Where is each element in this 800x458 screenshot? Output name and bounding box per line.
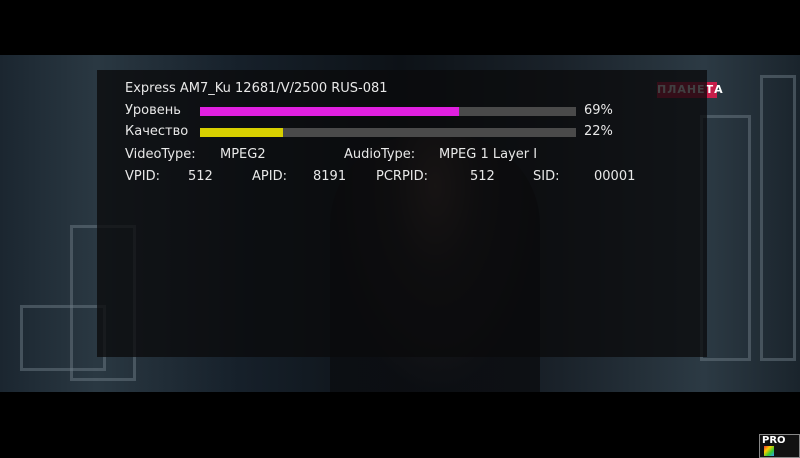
pcrpid-label: PCRPID: [376, 169, 429, 184]
level-value: 69% [584, 103, 613, 118]
level-bar [200, 107, 576, 116]
video-type-label: VideoType: [125, 147, 196, 162]
quality-label: Качество [125, 124, 189, 139]
signal-info-panel: Express AM7_Ku 12681/V/2500 RUS-081 Уров… [97, 70, 707, 357]
watermark-text: PRO [762, 435, 786, 446]
video-type-value: MPEG2 [220, 147, 266, 162]
apid-value: 8191 [313, 169, 347, 184]
apid-label: APID: [252, 169, 287, 184]
audio-type-value: MPEG 1 Layer I [439, 147, 538, 162]
level-label: Уровень [125, 103, 181, 118]
sid-label: SID: [533, 169, 560, 184]
transponder-title: Express AM7_Ku 12681/V/2500 RUS-081 [125, 81, 388, 96]
quality-value: 22% [584, 124, 613, 139]
watermark-logo: PRO [759, 434, 800, 458]
tv-icon [764, 446, 774, 456]
quality-bar-fill [200, 128, 283, 137]
level-bar-fill [200, 107, 460, 116]
audio-type-label: AudioType: [344, 147, 416, 162]
pcrpid-value: 512 [470, 169, 495, 184]
quality-bar [200, 128, 576, 137]
vpid-value: 512 [188, 169, 213, 184]
vpid-label: VPID: [125, 169, 160, 184]
sid-value: 00001 [594, 169, 636, 184]
